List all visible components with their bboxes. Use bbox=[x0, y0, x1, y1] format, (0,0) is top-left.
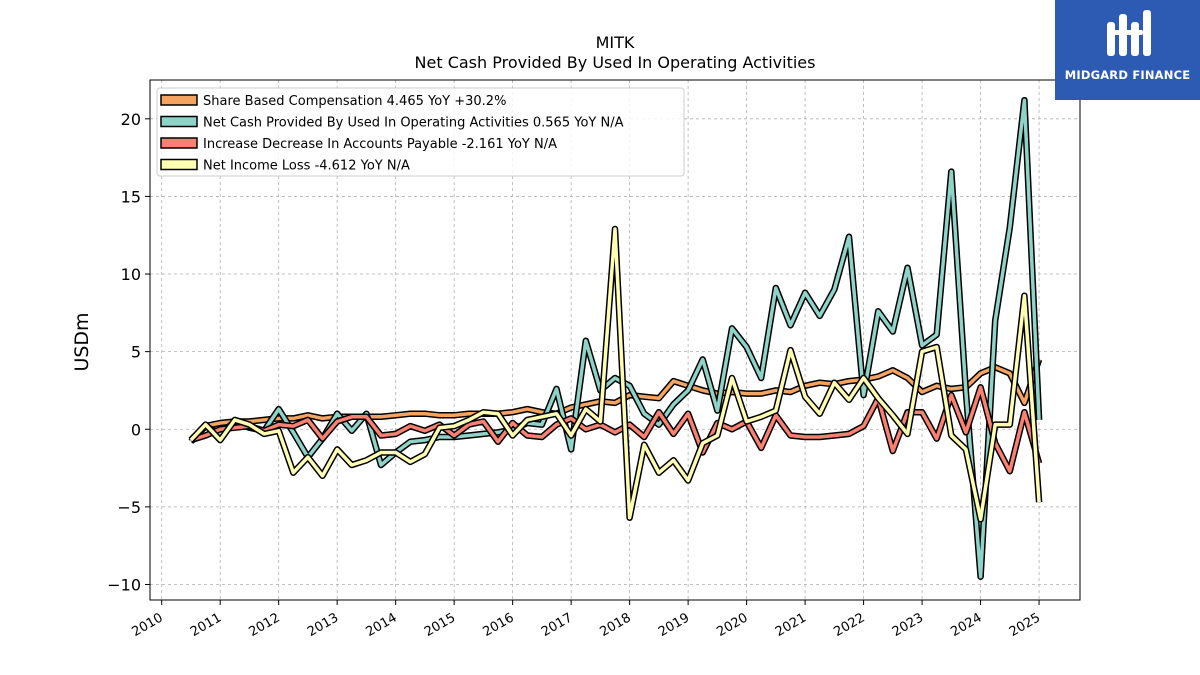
x-tick-label: 2024 bbox=[948, 610, 984, 640]
legend-swatch bbox=[160, 94, 198, 106]
series-line bbox=[189, 98, 1041, 579]
x-tick-label: 2017 bbox=[539, 610, 575, 640]
series-2 bbox=[189, 384, 1043, 475]
legend-box bbox=[156, 87, 685, 177]
series-3 bbox=[188, 225, 1043, 523]
logo-mark-icon bbox=[1107, 10, 1151, 56]
y-tick-label: −5 bbox=[117, 498, 141, 517]
series-line bbox=[190, 385, 1041, 473]
chart-subtitle: Net Cash Provided By Used In Operating A… bbox=[415, 53, 816, 72]
x-tick-label: 2025 bbox=[1007, 610, 1043, 640]
legend-item: Net Cash Provided By Used In Operating A… bbox=[160, 115, 624, 131]
legend-swatch bbox=[160, 115, 198, 128]
legend: Share Based Compensation 4.465 YoY +30.2… bbox=[156, 87, 685, 177]
x-tick-label: 2018 bbox=[597, 610, 633, 640]
x-tick-label: 2021 bbox=[773, 610, 809, 640]
legend-item: Share Based Compensation 4.465 YoY +30.2… bbox=[160, 94, 506, 109]
legend-swatch bbox=[160, 158, 198, 171]
y-tick-label: 0 bbox=[131, 420, 141, 439]
y-tick-label: 5 bbox=[131, 343, 141, 362]
x-tick-label: 2014 bbox=[364, 610, 400, 640]
series-line bbox=[189, 227, 1041, 522]
legend-swatch bbox=[160, 137, 198, 149]
x-tick-label: 2013 bbox=[305, 610, 341, 640]
x-tick-label: 2011 bbox=[188, 610, 224, 640]
legend-item: Net Income Loss -4.612 YoY N/A bbox=[160, 158, 410, 174]
legend-label: Net Income Loss -4.612 YoY N/A bbox=[203, 159, 410, 174]
brand-name: MIDGARD FINANCE bbox=[1064, 68, 1191, 82]
series-outline bbox=[188, 225, 1043, 523]
x-tick-label: 2012 bbox=[247, 610, 283, 640]
x-tick-label: 2010 bbox=[130, 610, 166, 640]
x-tick-label: 2022 bbox=[831, 610, 867, 640]
legend-item: Increase Decrease In Accounts Payable -2… bbox=[160, 137, 557, 152]
y-tick-label: −10 bbox=[107, 575, 141, 594]
y-tick-label: 10 bbox=[121, 265, 141, 284]
series-1 bbox=[188, 96, 1043, 580]
x-tick-label: 2023 bbox=[890, 610, 926, 640]
legend-label: Net Cash Provided By Used In Operating A… bbox=[203, 116, 624, 131]
chart-title: MITK bbox=[596, 33, 635, 52]
legend-label: Share Based Compensation 4.465 YoY +30.2… bbox=[203, 94, 506, 109]
x-tick-label: 2020 bbox=[714, 610, 750, 640]
y-tick-label: 20 bbox=[121, 110, 141, 129]
x-tick-label: 2015 bbox=[422, 610, 458, 640]
x-tick-label: 2016 bbox=[480, 610, 516, 640]
brand-logo: MIDGARD FINANCE bbox=[1055, 0, 1200, 100]
series-lines bbox=[188, 96, 1043, 580]
axes-frame bbox=[149, 79, 1081, 601]
x-tick-label: 2019 bbox=[656, 610, 692, 640]
legend-label: Increase Decrease In Accounts Payable -2… bbox=[203, 137, 557, 152]
y-tick-label: 15 bbox=[121, 187, 141, 206]
y-axis-label: USDm bbox=[71, 312, 93, 371]
